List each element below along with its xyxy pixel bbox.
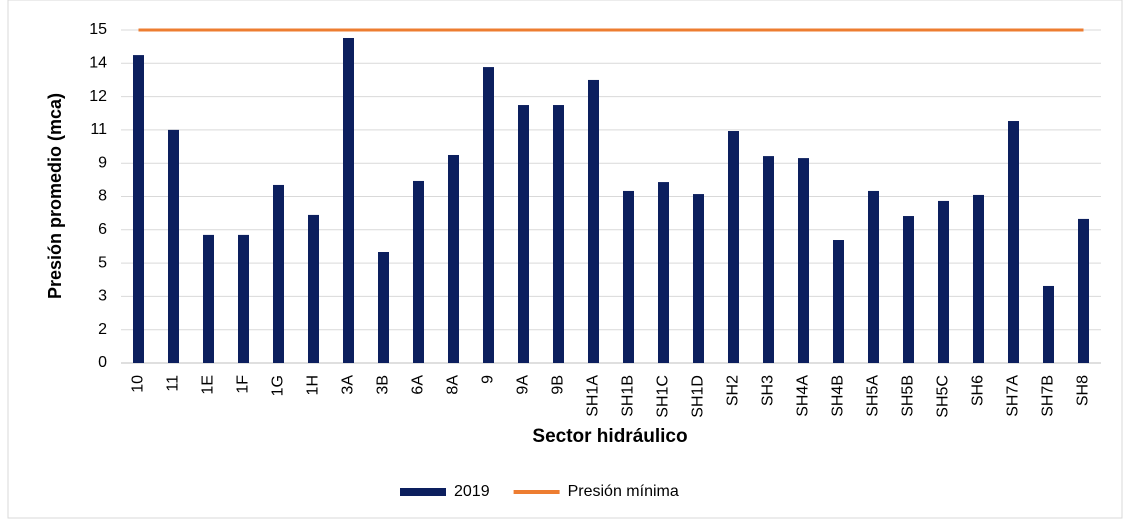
- x-tick-label: 11: [165, 375, 182, 392]
- x-tick-label: 9A: [515, 375, 532, 395]
- bar: [728, 131, 739, 363]
- bar: [378, 252, 389, 363]
- y-tick-label: 14: [89, 55, 107, 72]
- bar: [1078, 218, 1089, 363]
- bar: [868, 190, 879, 363]
- y-tick-label: 11: [90, 121, 107, 138]
- x-tick-label: 9: [480, 375, 497, 384]
- legend-swatch: [400, 488, 446, 496]
- bar: [343, 37, 354, 363]
- x-tick-label: 1G: [270, 375, 287, 396]
- x-tick-label: 3A: [340, 375, 357, 395]
- x-tick-label: 3B: [375, 375, 392, 395]
- y-tick-label: 5: [98, 254, 107, 271]
- x-tick-label: 1F: [235, 375, 252, 394]
- bar: [203, 234, 214, 363]
- bar: [763, 156, 774, 363]
- bar: [133, 55, 144, 363]
- legend-label: Presión mínima: [568, 483, 679, 500]
- bar: [1008, 121, 1019, 364]
- bar: [238, 234, 249, 363]
- x-tick-label: SH5C: [935, 375, 952, 418]
- x-tick-label: SH7A: [1005, 375, 1022, 417]
- bar: [273, 184, 284, 363]
- x-tick-label: SH6: [970, 375, 987, 406]
- bar: [833, 240, 844, 363]
- bar: [938, 200, 949, 363]
- y-tick-label: 12: [89, 88, 107, 105]
- x-tick-label: SH5A: [865, 375, 882, 417]
- bar: [798, 158, 809, 363]
- x-tick-label: SH8: [1075, 375, 1092, 406]
- bar: [483, 67, 494, 363]
- bar: [413, 180, 424, 363]
- x-tick-label: 1E: [200, 375, 217, 395]
- legend-label: 2019: [454, 483, 490, 500]
- bar: [973, 194, 984, 363]
- bar: [1043, 285, 1054, 363]
- bar: [693, 194, 704, 363]
- bar: [623, 190, 634, 363]
- chart-border: [7, 0, 1123, 519]
- x-tick-label: 10: [130, 375, 147, 393]
- x-tick-label: SH4A: [795, 375, 812, 417]
- bar: [168, 129, 179, 363]
- bar: [553, 105, 564, 363]
- y-axis-title: Presión promedio (mca): [45, 93, 65, 299]
- bar: [903, 216, 914, 363]
- x-tick-label: SH3: [760, 375, 777, 406]
- x-tick-label: SH1D: [690, 375, 707, 418]
- bar: [518, 105, 529, 363]
- x-tick-label: SH1B: [620, 375, 637, 417]
- x-tick-label: SH4B: [830, 375, 847, 417]
- x-tick-label: SH2: [725, 375, 742, 406]
- x-tick-label: 6A: [410, 375, 427, 395]
- x-tick-label: 9B: [550, 375, 567, 395]
- x-tick-label: SH1C: [655, 375, 672, 418]
- bar: [308, 214, 319, 363]
- y-tick-label: 8: [98, 188, 107, 205]
- y-tick-label: 2: [98, 321, 107, 338]
- x-tick-label: 8A: [445, 375, 462, 395]
- y-tick-label: 15: [89, 21, 107, 38]
- y-tick-label: 9: [98, 154, 107, 171]
- x-tick-label: 1H: [305, 375, 322, 395]
- bar: [448, 154, 459, 363]
- bar: [658, 182, 669, 363]
- x-axis-title: Sector hidráulico: [532, 426, 687, 447]
- x-tick-label: SH7B: [1040, 375, 1057, 417]
- x-tick-label: SH5B: [900, 375, 917, 417]
- y-tick-label: 0: [98, 354, 107, 371]
- x-tick-label: SH1A: [585, 375, 602, 417]
- y-tick-label: 6: [98, 221, 107, 238]
- bar: [588, 79, 599, 363]
- y-tick-label: 3: [98, 288, 107, 305]
